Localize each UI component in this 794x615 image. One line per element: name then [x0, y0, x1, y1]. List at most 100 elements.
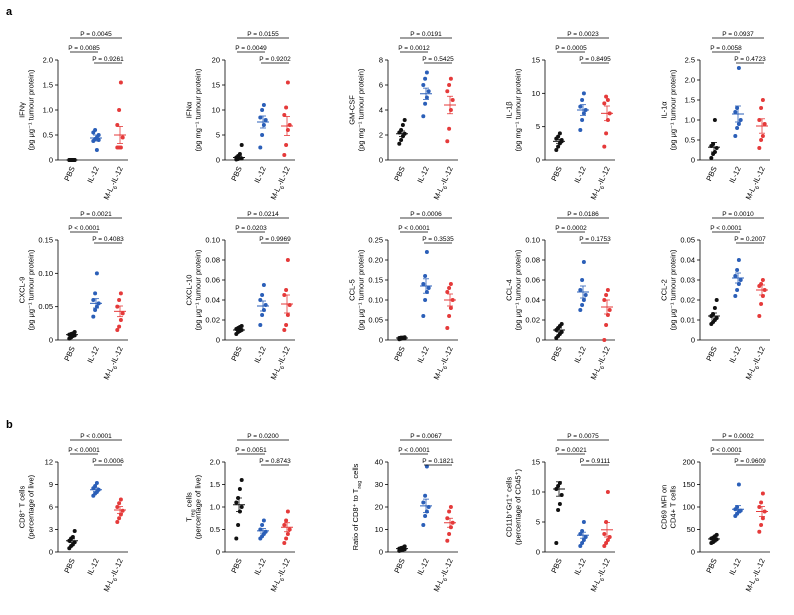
- data-point-PBS: [72, 330, 77, 334]
- data-point-IL-12: [581, 538, 586, 542]
- data-point-PBS: [712, 118, 717, 122]
- data-point-M-L6-IL-12: [448, 108, 453, 112]
- y-axis-label-line: (pg μg⁻¹ tumour protein): [668, 249, 677, 330]
- data-point-PBS: [554, 148, 559, 152]
- x-category-label-part: -IL-12: [108, 165, 124, 187]
- data-point-M-L6-IL-12: [282, 153, 287, 157]
- y-tick-label: 5: [536, 122, 540, 131]
- data-point-IL-12: [736, 482, 741, 487]
- x-category-label-sub: 6: [600, 185, 607, 190]
- data-point-M-L6-IL-12: [115, 520, 120, 524]
- p-value-label: P < 0.0001: [68, 447, 100, 454]
- data-point-IL-12: [735, 268, 740, 272]
- y-tick-label: 2: [379, 131, 383, 140]
- data-point-PBS: [237, 487, 242, 491]
- y-tick-label: 0.10: [205, 236, 220, 245]
- y-axis-label-line: (pg μg⁻¹ tumour protein): [26, 69, 35, 150]
- data-point-M-L6-IL-12: [605, 288, 610, 292]
- data-point-PBS: [70, 535, 75, 539]
- y-tick-label: 15: [532, 56, 540, 65]
- data-point-PBS: [234, 536, 239, 541]
- y-axis-label-part: cells: [184, 492, 193, 509]
- y-tick-label: 100: [682, 503, 695, 512]
- data-point-IL-12: [426, 89, 431, 94]
- y-axis-label-part: cells: [351, 463, 360, 480]
- data-point-IL-12: [426, 286, 431, 290]
- p-value-label: P = 0.0006: [92, 458, 124, 465]
- data-point-IL-12: [258, 323, 263, 327]
- data-point-IL-12: [424, 250, 429, 254]
- data-point-M-L6-IL-12: [759, 523, 764, 527]
- data-point-M-L6-IL-12: [285, 313, 290, 317]
- x-category-label: M-L6-IL-12: [744, 345, 770, 382]
- x-category-label: IL-12: [727, 345, 742, 364]
- y-tick-label: 0.04: [205, 296, 220, 305]
- data-point-M-L6-IL-12: [760, 278, 765, 282]
- data-point-PBS: [239, 143, 244, 147]
- y-tick-label: 1.0: [43, 106, 53, 115]
- y-axis-label: CD11b⁺Gr1⁺ cells(percentage of CD45⁺): [504, 468, 522, 545]
- x-category-label: IL-12: [85, 165, 100, 184]
- data-point-IL-12: [421, 282, 426, 286]
- data-point-M-L6-IL-12: [117, 108, 122, 112]
- data-point-IL-12: [578, 308, 583, 312]
- data-point-M-L6-IL-12: [604, 94, 609, 99]
- data-point-PBS: [714, 298, 719, 302]
- y-tick-label: 0.08: [525, 256, 540, 265]
- data-point-M-L6-IL-12: [284, 323, 289, 327]
- y-tick-label: 6: [49, 503, 53, 512]
- x-category-label-part: -IL-12: [438, 345, 454, 367]
- y-axis-label-sub: reg: [357, 481, 363, 489]
- chart-ratio: 0 10 20 30 40 Ratio of CD8⁺ to Treg cells PBS I…: [351, 433, 458, 593]
- data-point-IL-12: [580, 278, 585, 282]
- x-category-label-sub: 6: [755, 365, 762, 370]
- y-axis-label-line: (percentage of live): [26, 474, 35, 539]
- data-point-M-L6-IL-12: [445, 89, 450, 94]
- y-axis-label: CCL-2(pg μg⁻¹ tumour protein): [659, 249, 677, 330]
- data-point-M-L6-IL-12: [117, 298, 122, 302]
- p-value-label: P = 0.0010: [722, 211, 754, 218]
- y-tick-label: 0.10: [525, 236, 540, 245]
- y-axis-label: CXCL-10(pg μg⁻¹ tumour protein): [184, 249, 202, 330]
- x-category-label-sub: 6: [280, 185, 287, 190]
- y-tick-label: 2.0: [43, 56, 53, 65]
- data-point-PBS: [237, 152, 242, 156]
- data-point-IL-12: [580, 541, 585, 545]
- data-point-IL-12: [261, 518, 266, 523]
- x-category-label: M-L6-IL-12: [744, 165, 770, 202]
- x-category-label: IL-12: [415, 557, 430, 576]
- p-value-label: P = 0.0012: [398, 45, 430, 52]
- y-tick-label: 15: [532, 458, 540, 467]
- data-point-PBS: [714, 532, 719, 537]
- p-value-label: P = 0.2007: [734, 236, 766, 243]
- data-point-M-L6-IL-12: [120, 311, 125, 316]
- data-point-M-L6-IL-12: [448, 306, 453, 310]
- y-tick-label: 0: [216, 548, 220, 557]
- data-point-M-L6-IL-12: [448, 282, 453, 286]
- x-category-label-sub: 6: [443, 365, 450, 370]
- x-category-label: IL-12: [252, 345, 267, 364]
- data-point-PBS: [712, 306, 717, 310]
- data-point-M-L6-IL-12: [605, 538, 610, 542]
- data-point-M-L6-IL-12: [762, 122, 767, 126]
- data-point-IL-12: [736, 66, 741, 70]
- chart-cd69: 0 50 100 150 200 CD69 MFI onCD4+ T cells PBS IL…: [659, 433, 770, 593]
- p-value-label: P = 0.0058: [710, 45, 742, 52]
- y-axis-label-line: CCL-5: [347, 279, 356, 301]
- data-point-M-L6-IL-12: [115, 123, 120, 127]
- x-category-label: IL-12: [85, 557, 100, 576]
- p-value-label: P = 0.4083: [92, 236, 124, 243]
- data-point-PBS: [234, 500, 239, 505]
- y-axis-label: IL-1α(pg μg⁻¹ tumour protein): [659, 69, 677, 150]
- data-point-M-L6-IL-12: [757, 529, 762, 534]
- p-value-label: P < 0.0001: [398, 225, 430, 232]
- x-category-label-part: -IL-12: [595, 557, 611, 579]
- x-category-label-sub: 6: [600, 577, 607, 582]
- p-value-label: P < 0.0001: [80, 433, 112, 440]
- x-category-label: PBS: [62, 165, 77, 182]
- data-point-IL-12: [423, 274, 428, 278]
- y-axis-label: IFNα(pg mg⁻¹ tumour protein): [184, 68, 202, 151]
- data-point-IL-12: [421, 114, 426, 119]
